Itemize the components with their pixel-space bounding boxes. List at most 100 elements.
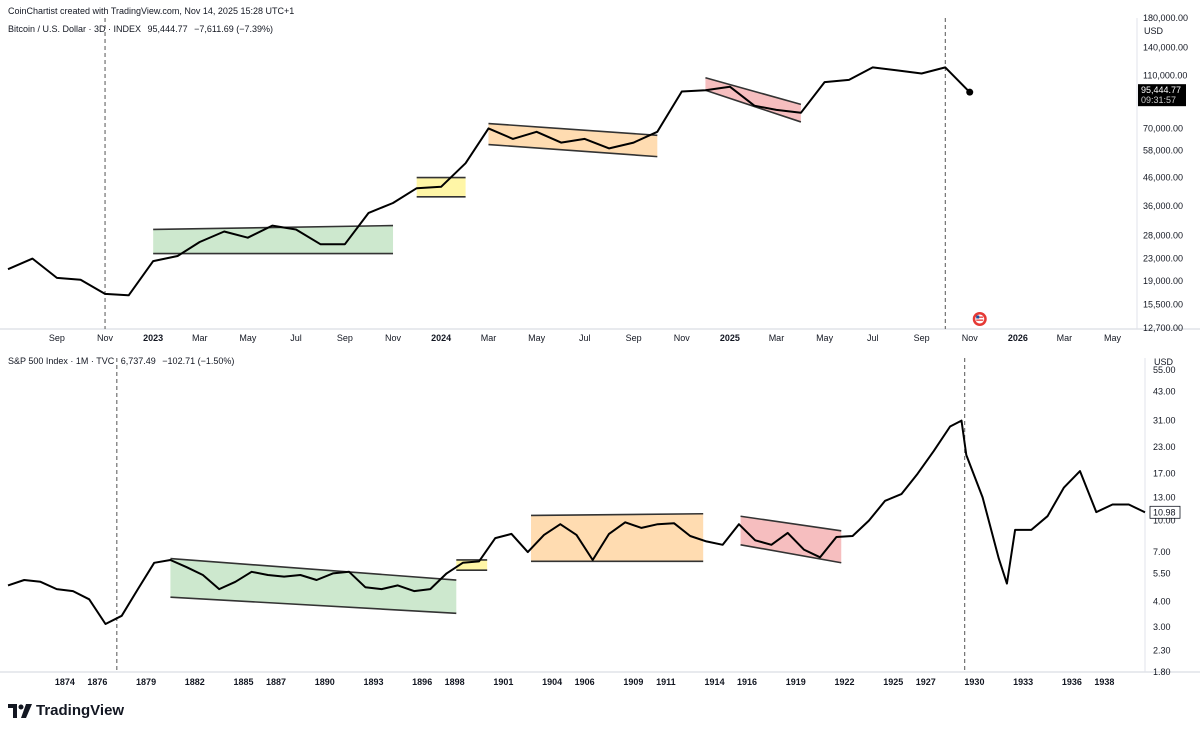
- spx-currency[interactable]: USD: [1154, 357, 1174, 367]
- spx-x-tick-label: 1887: [266, 677, 286, 687]
- spx-x-tick-label: 1936: [1062, 677, 1082, 687]
- btc-y-tick-label: 15,500.00: [1143, 300, 1183, 310]
- btc-channel-bottom-2: [488, 143, 658, 158]
- spx-x-tick-label: 1879: [136, 677, 156, 687]
- spx-y-tick-label: 4.00: [1153, 596, 1171, 606]
- btc-price-tag-countdown: 09:31:57: [1141, 95, 1176, 105]
- btc-x-tick-label: May: [239, 333, 257, 343]
- spx-x-tick-label: 1882: [185, 677, 205, 687]
- us-flag-icon-canton: [976, 315, 980, 319]
- spx-y-tick-label: 10.00: [1153, 516, 1176, 526]
- tradingview-brand[interactable]: TradingView: [8, 702, 124, 719]
- spx-y-tick-label: 1.80: [1153, 667, 1171, 677]
- spx-y-tick-label: 7.00: [1153, 547, 1171, 557]
- spx-y-tick-label: 5.50: [1153, 568, 1171, 578]
- spx-y-tick-label: 17.00: [1153, 469, 1176, 479]
- us-flag-icon: [972, 312, 987, 326]
- spx-price-line: [7, 419, 1146, 625]
- btc-change: −7,611.69 (−7.39%): [194, 24, 273, 34]
- btc-x-tick-label: Nov: [962, 333, 979, 343]
- spx-symbol[interactable]: S&P 500 Index · 1M · TVC: [8, 356, 115, 366]
- spx-x-tick-label: 1904: [542, 677, 562, 687]
- btc-x-tick-label: May: [1104, 333, 1122, 343]
- spx-x-tick-label: 1927: [916, 677, 936, 687]
- tradingview-logo-icon: [8, 703, 32, 718]
- spx-x-tick-label: 1909: [623, 677, 643, 687]
- btc-y-tick-label: 46,000.00: [1143, 173, 1183, 183]
- btc-x-tick-label: Jul: [867, 333, 879, 343]
- spx-x-tick-label: 1919: [786, 677, 806, 687]
- btc-x-tick-label: Sep: [49, 333, 65, 343]
- btc-symbol[interactable]: Bitcoin / U.S. Dollar · 3D · INDEX: [8, 24, 142, 34]
- spx-x-tick-label: 1914: [705, 677, 725, 687]
- chart-header: CoinChartist created with TradingView.co…: [8, 6, 295, 16]
- btc-price: 95,444.77: [147, 24, 188, 34]
- spx-channel-bottom-0: [170, 596, 457, 615]
- spx-price: 6,737.49: [120, 356, 156, 366]
- spx-x-tick-label: 1938: [1094, 677, 1114, 687]
- spx-x-tick-label: 1933: [1013, 677, 1033, 687]
- btc-y-tick-label: 70,000.00: [1143, 123, 1183, 133]
- btc-channel-top-0: [153, 224, 394, 231]
- btc-x-tick-label: Sep: [626, 333, 642, 343]
- spx-x-tick-label: 1874: [55, 677, 75, 687]
- btc-x-tick-label: Nov: [97, 333, 114, 343]
- btc-x-tick-label: Jul: [290, 333, 302, 343]
- btc-x-tick-label: Nov: [674, 333, 691, 343]
- btc-price-tag: [1138, 84, 1186, 107]
- btc-y-tick-label: 58,000.00: [1143, 145, 1183, 155]
- btc-y-tick-label: 36,000.00: [1143, 201, 1183, 211]
- btc-y-tick-label: 140,000.00: [1143, 42, 1188, 52]
- tradingview-wordmark: TradingView: [36, 702, 125, 719]
- spx-x-tick-label: 1893: [363, 677, 383, 687]
- spx-channel-bottom-3: [740, 544, 842, 564]
- btc-x-tick-label: 2023: [143, 333, 163, 343]
- spx-legend: S&P 500 Index · 1M · TVC 6,737.49 −102.7…: [8, 356, 238, 366]
- btc-x-tick-label: Mar: [1057, 333, 1073, 343]
- spx-channel-orange: [531, 513, 704, 562]
- btc-x-tick-label: Mar: [769, 333, 785, 343]
- spx-x-tick-label: 1916: [737, 677, 757, 687]
- spx-y-tick-label: 3.00: [1153, 622, 1171, 632]
- btc-x-tick-label: Jul: [579, 333, 591, 343]
- spx-change: −102.71 (−1.50%): [162, 356, 235, 366]
- spx-y-tick-label: 13.00: [1153, 492, 1176, 502]
- btc-legend: Bitcoin / U.S. Dollar · 3D · INDEX 95,44…: [8, 24, 277, 34]
- spx-x-tick-label: 1901: [493, 677, 513, 687]
- spx-y-tick-label: 55.00: [1153, 365, 1176, 375]
- btc-price-line: [7, 66, 971, 297]
- spx-channel-green: [170, 558, 457, 614]
- btc-price-tag-value: 95,444.77: [1141, 85, 1181, 95]
- btc-x-tick-label: 2025: [720, 333, 740, 343]
- spx-price-tag-value: 10.98: [1153, 507, 1176, 517]
- btc-y-tick-label: 23,000.00: [1143, 254, 1183, 264]
- spx-channel-top-0: [170, 557, 457, 581]
- btc-x-tick-label: Sep: [337, 333, 353, 343]
- spx-x-tick-label: 1876: [87, 677, 107, 687]
- btc-x-tick-label: May: [816, 333, 834, 343]
- btc-x-tick-label: May: [528, 333, 546, 343]
- btc-channel-top-2: [488, 122, 658, 137]
- spx-y-tick-label: 43.00: [1153, 387, 1176, 397]
- spx-x-tick-label: 1930: [964, 677, 984, 687]
- btc-x-tick-label: 2024: [431, 333, 451, 343]
- btc-y-tick-label: 110,000.00: [1143, 71, 1187, 81]
- btc-y-tick-label: 12,700.00: [1143, 323, 1183, 333]
- btc-x-tick-label: 2026: [1008, 333, 1028, 343]
- spx-channel-top-3: [740, 515, 842, 532]
- btc-channel-top-3: [705, 76, 802, 106]
- spx-y-tick-label: 2.30: [1153, 645, 1171, 655]
- btc-last-point: [966, 88, 974, 96]
- btc-y-tick-label: 28,000.00: [1143, 231, 1183, 241]
- us-flag-icon-stripe: [976, 319, 984, 321]
- spx-price-tag: [1149, 505, 1181, 519]
- btc-chart[interactable]: 180,000.00140,000.00110,000.0090,000.007…: [0, 0, 1200, 350]
- spx-chart[interactable]: 55.00 43.00 31.00 23.00 17.00 13.00 10.00 7.00 5…: [0, 350, 1200, 731]
- btc-y-tick-label: 180,000.00: [1143, 13, 1188, 23]
- spx-x-tick-label: 1896: [412, 677, 432, 687]
- btc-currency[interactable]: USD: [1144, 26, 1164, 36]
- btc-channel-bottom-3: [705, 89, 802, 123]
- spx-x-tick-label: 1911: [656, 677, 676, 687]
- spx-x-tick-label: 1906: [575, 677, 595, 687]
- btc-x-tick-label: Mar: [192, 333, 208, 343]
